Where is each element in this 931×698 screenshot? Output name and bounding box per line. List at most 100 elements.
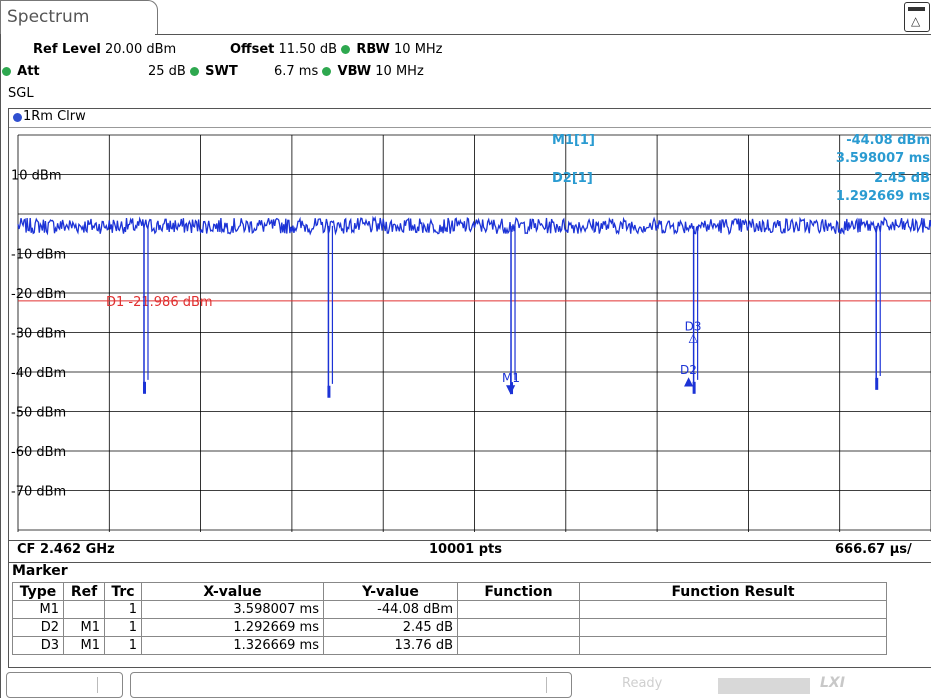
marker-name: D3 — [685, 319, 702, 333]
marker-table: Type Ref Trc X-value Y-value Function Fu… — [12, 582, 887, 655]
table-cell — [457, 618, 580, 637]
marker-symbols: ▼M1 ▲D2 △D3 — [502, 319, 701, 396]
y-tick-label: -60 dBm — [11, 445, 66, 460]
vbw-label: VBW — [337, 64, 372, 79]
readout-d2-time: 1.292669 ms — [836, 189, 930, 204]
swt-coupled-indicator — [190, 67, 199, 76]
table-cell: D3 — [12, 636, 64, 655]
col-ref: Ref — [63, 582, 105, 601]
display-line: D1 -21.986 dBm — [18, 295, 931, 310]
col-trc: Trc — [104, 582, 142, 601]
ref-level-setting[interactable]: Ref Level 20.00 dBm — [33, 42, 176, 57]
table-row[interactable]: M1 1 3.598007 ms -44.08 dBm — [12, 600, 887, 619]
trace-dip-bottom — [692, 381, 696, 394]
left-border — [0, 34, 1, 698]
sweep-points[interactable]: 10001 pts — [429, 542, 503, 557]
display-line-label: D1 -21.986 dBm — [106, 295, 213, 310]
table-cell — [63, 600, 105, 619]
marker-symbol: ▼ — [506, 382, 516, 396]
table-cell: M1 — [63, 618, 105, 637]
spectrum-plot[interactable]: 10 dBm -10 dBm -20 dBm -30 dBm -40 dBm -50 dB… — [9, 127, 931, 540]
trace-dip-bottom — [875, 377, 879, 390]
table-cell: 1.292669 ms — [141, 618, 324, 637]
vbw-coupled-indicator — [322, 67, 332, 76]
trace-label-bar — [9, 109, 931, 128]
y-tick-label: -70 dBm — [11, 485, 66, 500]
readout-m1-time: 3.598007 ms — [836, 151, 930, 166]
trace-label[interactable]: 1Rm Clrw — [23, 109, 86, 124]
y-tick-label: -30 dBm — [11, 327, 66, 342]
tab-title: Spectrum — [7, 7, 90, 27]
trace-noise — [17, 215, 931, 236]
y-tick-label: -20 dBm — [11, 287, 66, 302]
triangle-icon: △ — [911, 14, 921, 28]
rbw-label: RBW — [356, 42, 390, 57]
table-cell — [457, 600, 580, 619]
att-label: Att — [17, 64, 40, 79]
marker-name: M1 — [502, 371, 520, 385]
table-cell — [579, 636, 887, 655]
spectrum-tab[interactable]: Spectrum — [0, 0, 158, 35]
table-cell — [579, 600, 887, 619]
table-row[interactable]: D3 M1 1 1.326669 ms 13.76 dB — [12, 636, 887, 655]
ref-level-value: 20.00 dBm — [105, 42, 177, 57]
marker-readout: M1[1] -44.08 dBm 3.598007 ms D2[1] 2.45 dB 1.… — [552, 133, 930, 204]
diagram-footer: CF 2.462 GHz 10001 pts 666.67 µs/ — [9, 540, 931, 561]
diagram-frame[interactable] — [8, 108, 931, 563]
rbw-coupled-indicator — [341, 45, 351, 54]
table-row[interactable]: D2 M1 1 1.292669 ms 2.45 dB — [12, 618, 887, 637]
col-type: Type — [12, 582, 64, 601]
col-y-value: Y-value — [323, 582, 458, 601]
att-value: 25 dB — [148, 64, 186, 79]
table-cell — [579, 618, 887, 637]
readout-m1-label: M1[1] — [552, 133, 595, 148]
offset-label: Offset — [230, 42, 275, 57]
col-x-value: X-value — [141, 582, 324, 601]
readout-d2-label: D2[1] — [552, 171, 593, 186]
trace — [17, 215, 931, 398]
y-tick-label: -10 dBm — [11, 248, 66, 263]
table-cell: M1 — [63, 636, 105, 655]
col-function: Function — [457, 582, 580, 601]
offset-setting[interactable]: Offset 11.50 dB RBW 10 MHz — [230, 42, 443, 57]
table-cell: D2 — [12, 618, 64, 637]
att-swt-vbw-values[interactable]: 25 dB SWT 6.7 ms VBW 10 MHz — [148, 64, 424, 79]
readout-m1-level: -44.08 dBm — [846, 133, 930, 148]
att-coupled-indicator — [2, 67, 11, 76]
y-tick-label: 10 dBm — [11, 169, 62, 184]
att-setting[interactable]: Att — [2, 64, 40, 79]
table-cell — [457, 636, 580, 655]
trace-dip-bottom — [142, 381, 146, 394]
table-cell: 1 — [104, 618, 142, 637]
ready-status: Ready — [622, 676, 663, 691]
time-per-division[interactable]: 666.67 µs/ — [835, 542, 912, 557]
config-bar-icon — [908, 7, 925, 11]
center-frequency[interactable]: CF 2.462 GHz — [17, 542, 115, 557]
sweep-mode: SGL — [8, 86, 34, 101]
ref-level-label: Ref Level — [33, 42, 101, 57]
col-function-result: Function Result — [579, 582, 887, 601]
trace-indicator-icon — [13, 113, 22, 122]
marker-symbol: ▲ — [684, 374, 694, 388]
marker-symbol: △ — [689, 330, 699, 344]
y-tick-label: -40 dBm — [11, 366, 66, 381]
marker-name: D2 — [680, 363, 697, 377]
table-cell: 1 — [104, 600, 142, 619]
y-tick-label: -50 dBm — [11, 406, 66, 421]
offset-value: 11.50 dB — [278, 42, 338, 57]
vbw-value: 10 MHz — [375, 64, 424, 79]
table-cell: 13.76 dB — [323, 636, 458, 655]
readout-d2-level: 2.45 dB — [874, 171, 930, 186]
table-cell: 3.598007 ms — [141, 600, 324, 619]
status-box-left — [6, 672, 123, 698]
table-cell: 1.326669 ms — [141, 636, 324, 655]
marker-table-title: Marker — [12, 563, 68, 579]
sweep-progress-bar — [718, 678, 810, 694]
y-axis-labels: 10 dBm -10 dBm -20 dBm -30 dBm -40 dBm -50 dB… — [11, 169, 66, 500]
trace-dip-bottom — [327, 385, 331, 398]
status-message-box — [130, 672, 572, 698]
table-cell: M1 — [12, 600, 64, 619]
tab-divider — [155, 34, 931, 35]
swt-label: SWT — [205, 64, 238, 79]
display-config-icon[interactable]: △ — [904, 2, 930, 32]
